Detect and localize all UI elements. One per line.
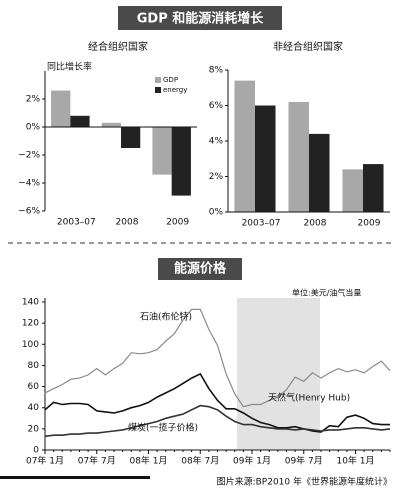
series-label: 天然气(Henry Hub) xyxy=(268,392,350,404)
legend-label: energy xyxy=(163,86,187,94)
bar xyxy=(342,169,363,212)
y-tick-label: 120 xyxy=(22,319,39,329)
y-tick-label: 100 xyxy=(22,340,39,350)
x-tick-label: 07年 1月 xyxy=(26,455,64,467)
x-tick-label: 07年 7月 xyxy=(78,455,116,467)
series-label: 石油(布伦特) xyxy=(140,311,192,323)
y-tick-label: 40 xyxy=(28,403,40,413)
y-tick-label: 20 xyxy=(28,424,40,434)
source: 图片来源:BP2010 年《世界能源年度统计》 xyxy=(217,476,392,488)
chart-title: 非经合组织国家 xyxy=(273,40,343,53)
x-tick-label: 2009 xyxy=(358,219,381,229)
bar xyxy=(309,133,330,212)
unit-label: 单位:美元/油气当量 xyxy=(292,288,361,298)
bar xyxy=(171,127,191,196)
bar xyxy=(101,122,121,127)
x-tick-label: 2008 xyxy=(304,219,327,229)
series-line xyxy=(44,372,390,433)
page-title: GDP 和能源消耗增长 xyxy=(137,11,265,27)
bar xyxy=(70,115,90,127)
x-tick-label: 10年 1月 xyxy=(336,455,374,467)
y-tick-label: 2% xyxy=(26,95,41,105)
series-line xyxy=(44,404,391,438)
series-line xyxy=(44,308,391,408)
y-tick-label: −2% xyxy=(18,151,40,161)
y-tick-label: −6% xyxy=(18,207,40,217)
y-tick-label: 60 xyxy=(28,382,40,392)
x-tick-label: 2003–07 xyxy=(242,219,281,229)
banner xyxy=(158,258,242,280)
y-tick-label: 0% xyxy=(209,208,224,218)
y-tick-label: 8% xyxy=(209,66,224,76)
x-tick-label: 08年 1月 xyxy=(129,455,167,467)
chart-title: 能源价格 xyxy=(174,261,227,277)
bar xyxy=(234,80,255,213)
y-tick-label: 0 xyxy=(33,446,39,456)
x-tick-label: 2003–07 xyxy=(57,218,96,228)
y-tick-label: 2% xyxy=(209,172,224,182)
y-tick-label: 80 xyxy=(28,361,40,371)
legend-swatch xyxy=(155,77,161,83)
bar xyxy=(288,101,309,212)
bar xyxy=(255,105,276,212)
legend-swatch xyxy=(155,87,161,93)
y-tick-label: 6% xyxy=(209,101,224,111)
x-tick-label: 09年 7月 xyxy=(285,455,323,467)
bar xyxy=(152,127,172,175)
x-tick-label: 2008 xyxy=(116,218,139,228)
x-tick-label: 08年 7月 xyxy=(181,455,219,467)
y-tick-label: 140 xyxy=(22,298,39,308)
banner xyxy=(118,6,282,30)
bar xyxy=(51,90,71,127)
y-tick-label: −4% xyxy=(18,179,40,189)
x-tick-label: 2009 xyxy=(166,218,189,228)
y-tick-label: 4% xyxy=(209,137,224,147)
bar xyxy=(121,127,141,148)
y-tick-label: 0% xyxy=(26,123,41,133)
chart-title: 经合组织国家 xyxy=(88,40,148,53)
x-tick-label: 09年 1月 xyxy=(233,455,271,467)
bar xyxy=(363,164,384,212)
source-rule xyxy=(0,476,150,479)
y-axis-label: 同比增长率 xyxy=(47,61,92,73)
legend-label: GDP xyxy=(163,76,178,84)
series-label: 煤炭(一揽子价格) xyxy=(128,422,198,434)
